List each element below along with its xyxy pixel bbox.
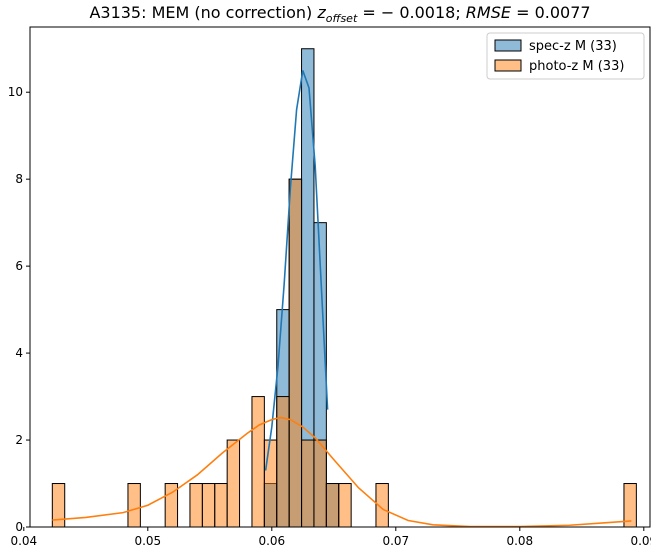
y-tick-label-1: 2	[15, 433, 23, 447]
x-tick-label-3: 0.07	[382, 534, 409, 548]
x-tick-label-0: 0.04	[10, 534, 37, 548]
series-1-bar-12	[313, 439, 327, 528]
legend-swatch-1	[494, 59, 522, 72]
title-z-symbol: z	[316, 3, 326, 22]
y-tick-label-5: 10	[8, 85, 23, 99]
series-1-bar-11	[301, 439, 315, 528]
series-1-bar-8	[263, 439, 278, 528]
x-tick-label-5: 0.09	[630, 534, 651, 548]
legend-label-0: spec-z M (33)	[529, 39, 617, 54]
x-tick-label-2: 0.06	[258, 534, 285, 548]
series-1-bar-1	[127, 483, 141, 528]
series-1-bars	[51, 178, 637, 528]
y-tick-label-2: 4	[15, 346, 23, 360]
series-1-bar-4	[201, 483, 216, 528]
legend-swatch-0	[494, 39, 522, 52]
series-1-bar-7	[251, 396, 265, 528]
axes-frame	[29, 26, 651, 528]
title-rmse-value: = 0.0077	[511, 3, 591, 22]
legend-box	[486, 32, 645, 80]
y-tick-label-3: 6	[15, 259, 23, 273]
series-1-bar-10	[288, 178, 303, 528]
series-1-bar-14	[338, 483, 352, 528]
y-tick-label-4: 8	[15, 172, 23, 186]
chart-title: A3135: MEM (no correction) zoffset = − 0…	[89, 3, 590, 25]
series-1-bar-5	[214, 483, 228, 528]
plot-area	[51, 48, 637, 528]
y-tick-label-0: 0	[15, 520, 23, 534]
axes: 0.04 0.05 0.06 0.07 0.08 0.09 0 2 4 6 8 10	[8, 26, 651, 548]
title-z-value: = − 0.0018;	[357, 3, 466, 22]
legend: spec-z M (33) photo-z M (33)	[486, 32, 645, 80]
series-0-kde-line	[264, 70, 329, 471]
title-rmse-symbol: RMSE	[466, 3, 512, 22]
series-1-bar-9	[276, 396, 290, 528]
title-z-subscript: offset	[326, 12, 358, 25]
x-tick-label-4: 0.08	[506, 534, 533, 548]
series-1-bar-3	[189, 483, 203, 528]
title-prefix: A3135: MEM (no correction)	[89, 3, 317, 22]
x-tick-label-1: 0.05	[134, 534, 161, 548]
legend-label-1: photo-z M (33)	[529, 59, 624, 74]
series-1-bar-13	[325, 483, 340, 528]
series-1-bar-6	[226, 439, 241, 528]
